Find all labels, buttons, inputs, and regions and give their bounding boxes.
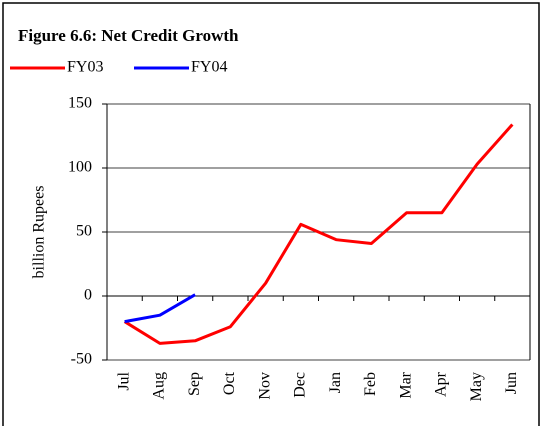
y-tick-label: 0 [84,287,92,304]
x-tick-label: Aug [151,372,168,400]
x-tick-label: Apr [433,371,450,397]
x-tick-label: Jun [503,372,520,394]
series-line [124,293,196,324]
chart-title: Figure 6.6: Net Credit Growth [18,26,239,45]
x-tick-label: Mar [397,371,414,398]
legend-label: FY03 [67,59,103,76]
x-tick-label: Feb [362,372,379,396]
legend-label: FY04 [191,59,227,76]
x-tick-label: Jul [115,371,132,390]
x-tick-label: Sep [186,372,203,396]
series-line [123,123,514,345]
y-tick-label: 150 [68,95,92,112]
y-tick-label: -50 [71,351,92,368]
x-tick-label: Nov [256,372,273,400]
y-tick-label: 100 [68,159,92,176]
x-tick-label: Jan [327,372,344,393]
x-tick-label: May [468,372,485,401]
y-tick-label: 50 [76,223,92,240]
x-tick-label: Oct [221,371,238,395]
y-axis-label: billion Rupees [31,186,48,279]
x-tick-label: Dec [292,372,309,398]
